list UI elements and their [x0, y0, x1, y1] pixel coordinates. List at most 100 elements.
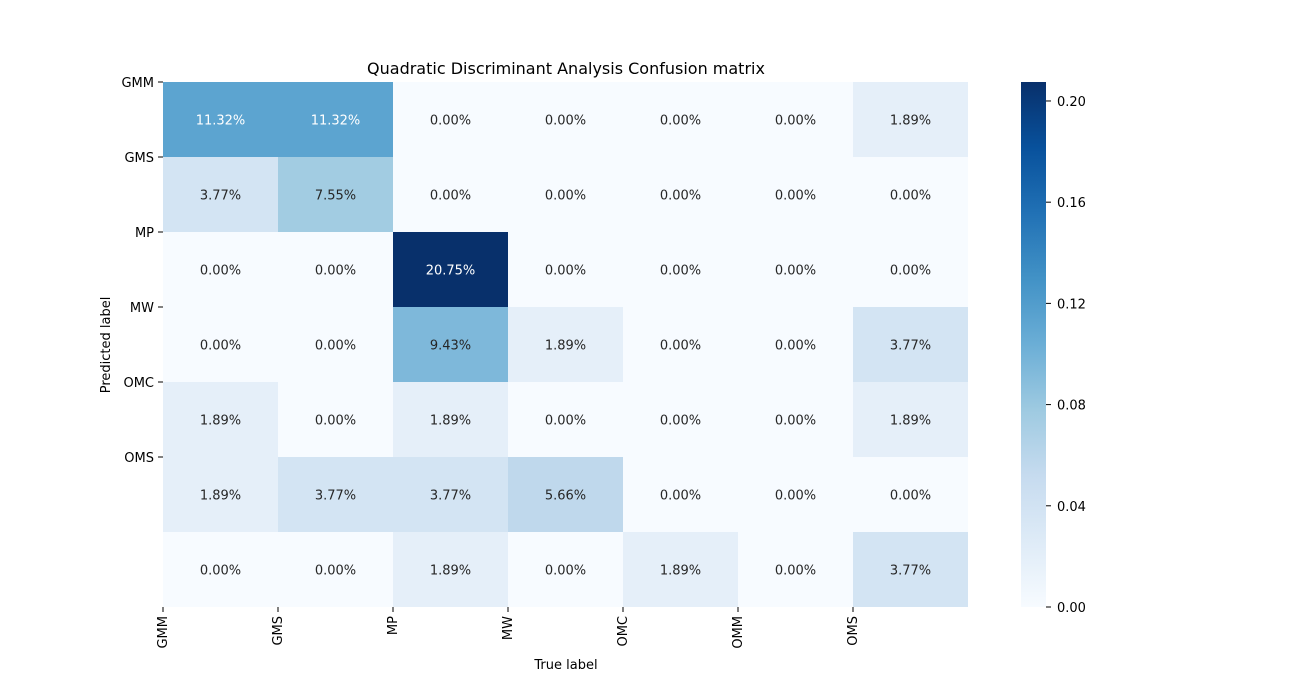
cell-value-label: 0.00% [315, 264, 356, 279]
heatmap-cell [163, 382, 278, 457]
cell-value-label: 0.00% [430, 114, 471, 129]
colorbar-tick-label: 0.08 [1057, 399, 1086, 414]
cell-value-label: 20.75% [426, 264, 476, 279]
x-tick-label: GMS [271, 616, 286, 646]
chart-title: Quadratic Discriminant Analysis Confusio… [367, 59, 765, 78]
heatmap-cell [278, 232, 393, 307]
cell-value-label: 0.00% [200, 564, 241, 579]
cell-value-label: 1.89% [890, 414, 931, 429]
cell-value-label: 11.32% [311, 114, 361, 129]
cell-value-label: 5.66% [545, 489, 586, 504]
heatmap-cell [393, 157, 508, 232]
heatmap-cell [393, 382, 508, 457]
heatmap-cell [508, 382, 623, 457]
cell-value-label: 7.55% [315, 189, 356, 204]
x-tick-label: GMM [156, 616, 171, 649]
cell-value-label: 0.00% [775, 114, 816, 129]
y-axis-label: Predicted label [99, 297, 114, 394]
heatmap-cell [163, 82, 278, 157]
heatmap-cell [623, 82, 738, 157]
heatmap-cell [853, 157, 968, 232]
heatmap-cell [508, 232, 623, 307]
heatmap-cell [393, 307, 508, 382]
cell-value-label: 0.00% [660, 114, 701, 129]
heatmap-cell [738, 382, 853, 457]
cell-value-label: 0.00% [545, 189, 586, 204]
cell-value-label: 1.89% [890, 114, 931, 129]
heatmap-cell [623, 157, 738, 232]
cell-value-label: 9.43% [430, 339, 471, 354]
x-tick-label: OMC [616, 616, 631, 647]
colorbar-tick-label: 0.04 [1057, 500, 1086, 515]
heatmap-cells [163, 82, 968, 607]
colorbar-tick-label: 0.00 [1057, 601, 1086, 616]
heatmap-cell [853, 82, 968, 157]
heatmap-cell [508, 82, 623, 157]
cell-value-label: 3.77% [200, 189, 241, 204]
heatmap-cell [278, 82, 393, 157]
cell-value-label: 0.00% [545, 414, 586, 429]
cell-value-label: 0.00% [660, 414, 701, 429]
cell-value-label: 3.77% [315, 489, 356, 504]
x-tick-label: OMS [846, 616, 861, 646]
cell-value-label: 0.00% [890, 489, 931, 504]
heatmap-cell [278, 532, 393, 607]
cell-value-label: 3.77% [430, 489, 471, 504]
heatmap-cell [508, 532, 623, 607]
heatmap-cell [278, 457, 393, 532]
heatmap-cell [623, 382, 738, 457]
cell-value-label: 0.00% [315, 414, 356, 429]
heatmap-cell [163, 532, 278, 607]
y-tick-label: MW [130, 301, 154, 316]
heatmap-cell [738, 232, 853, 307]
cell-value-label: 0.00% [660, 189, 701, 204]
heatmap-cell [738, 532, 853, 607]
x-axis: GMM GMS MP MW OMC OMM OMS [156, 607, 861, 649]
heatmap-cell [853, 232, 968, 307]
heatmap-cell [623, 532, 738, 607]
heatmap-cell [393, 82, 508, 157]
heatmap-cell [853, 307, 968, 382]
heatmap-cell [163, 307, 278, 382]
cell-value-label: 0.00% [545, 114, 586, 129]
cell-value-label: 0.00% [660, 489, 701, 504]
cell-value-label: 0.00% [660, 264, 701, 279]
x-tick-label: MP [386, 616, 401, 635]
heatmap-cell [508, 457, 623, 532]
y-tick-label: OMC [123, 376, 154, 391]
y-tick-label: GMS [124, 151, 154, 166]
cell-value-label: 0.00% [775, 339, 816, 354]
heatmap-cell [623, 457, 738, 532]
y-tick-label: GMM [121, 76, 154, 91]
cell-value-label: 0.00% [315, 564, 356, 579]
heatmap-cell [738, 457, 853, 532]
cell-value-label: 3.77% [890, 339, 931, 354]
cell-value-label: 0.00% [775, 189, 816, 204]
cell-value-label: 1.89% [545, 339, 586, 354]
cell-value-label: 0.00% [200, 264, 241, 279]
heatmap-cell [738, 82, 853, 157]
colorbar-tick-label: 0.12 [1057, 297, 1086, 312]
heatmap-cell [853, 382, 968, 457]
x-tick-label: MW [501, 616, 516, 640]
cell-value-label: 1.89% [430, 564, 471, 579]
x-axis-label: True label [533, 658, 597, 673]
colorbar-ticks: 0.00 0.04 0.08 0.12 0.16 0.20 [1046, 95, 1086, 616]
heatmap-cell [623, 307, 738, 382]
cell-value-label: 0.00% [775, 264, 816, 279]
cell-value-label: 0.00% [315, 339, 356, 354]
cell-value-label: 0.00% [775, 564, 816, 579]
heatmap-cell [278, 157, 393, 232]
x-tick-label: OMM [731, 616, 746, 649]
y-tick-label: MP [135, 226, 154, 241]
heatmap-cell [738, 157, 853, 232]
cell-value-label: 1.89% [660, 564, 701, 579]
heatmap-cell-labels: 11.32% 11.32% 0.00% 0.00% 0.00% 0.00% 1.89% 3.7… [196, 114, 931, 579]
colorbar-tick-label: 0.16 [1057, 196, 1086, 211]
heatmap-cell [508, 307, 623, 382]
cell-value-label: 0.00% [200, 339, 241, 354]
heatmap-cell [163, 457, 278, 532]
colorbar-tick-label: 0.20 [1057, 95, 1086, 110]
heatmap-cell [163, 157, 278, 232]
